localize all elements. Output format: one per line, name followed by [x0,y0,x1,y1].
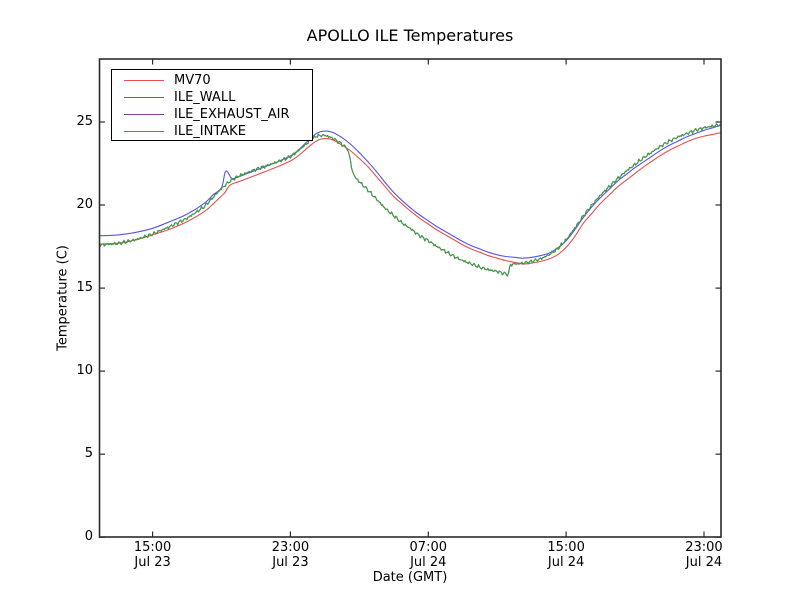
x-tick-date: Jul 24 [547,555,585,570]
series-line-ILE_EXHAUST_AIR [99,123,721,277]
y-tick-label: 5 [84,446,93,462]
series-line-MV70 [99,132,721,265]
legend: MV70 ILE_WALL ILE_EXHAUST_AIR ILE_INTAKE [111,69,313,141]
y-axis-label: Temperature (C) [55,245,71,351]
legend-line-swatch [124,80,164,81]
x-tick-label: 15:00 Jul 23 [117,540,189,570]
x-tick-date: Jul 24 [685,555,723,570]
chart-title: APOLLO ILE Temperatures [306,26,514,45]
series-line-ILE_WALL [99,124,721,259]
x-tick-time: 15:00 [547,540,585,555]
legend-label: ILE_INTAKE [174,124,246,139]
y-tick-label: 15 [76,280,93,296]
series-line-ILE_INTAKE [99,123,721,277]
x-tick-date: Jul 24 [410,555,447,570]
y-tick-label: 0 [84,529,93,545]
x-tick-label: 23:00 Jul 23 [254,540,326,570]
x-tick-time: 07:00 [409,540,447,555]
x-tick-time: 23:00 [685,540,723,555]
legend-label: MV70 [174,73,211,88]
legend-label: ILE_EXHAUST_AIR [174,107,290,122]
x-tick-label: 15:00 Jul 24 [530,540,602,570]
y-tick-label: 20 [76,197,93,212]
legend-entry-ILE_WALL: ILE_WALL [112,89,312,106]
legend-label: ILE_WALL [174,90,236,105]
legend-line-swatch [124,114,164,115]
x-tick-time: 15:00 [133,540,172,555]
y-tick-label: 25 [76,113,93,129]
x-tick-date: Jul 23 [134,555,171,570]
legend-line-swatch [124,97,164,98]
legend-entry-MV70: MV70 [112,72,312,89]
legend-entry-ILE_EXHAUST_AIR: ILE_EXHAUST_AIR [112,106,312,123]
axes-frame [98,58,722,538]
x-axis-label: Date (GMT) [372,570,448,585]
y-tick-label: 10 [76,363,93,379]
x-tick-label: 07:00 Jul 24 [392,540,464,570]
x-tick-date: Jul 23 [272,555,309,570]
x-tick-label: 23:00 Jul 24 [668,540,740,570]
legend-line-swatch [124,131,164,132]
x-tick-time: 23:00 [271,540,310,555]
legend-entry-ILE_INTAKE: ILE_INTAKE [112,123,312,140]
